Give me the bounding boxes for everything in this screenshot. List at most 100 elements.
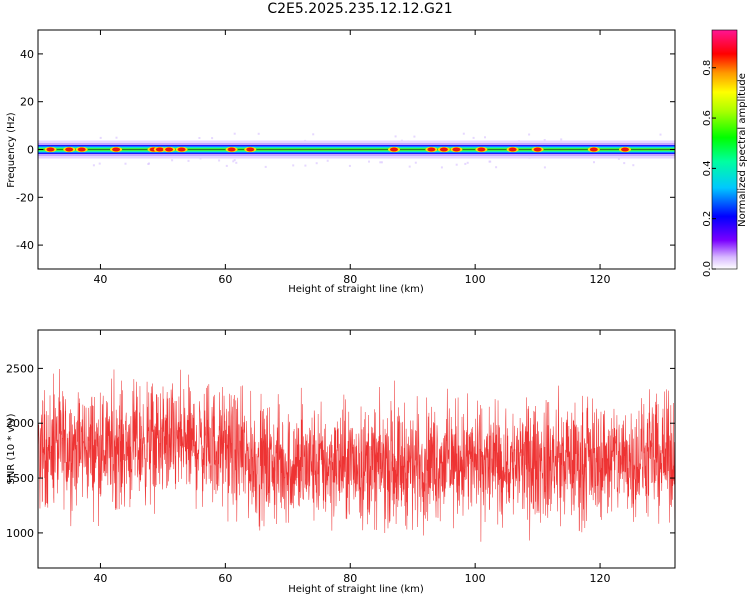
band-peak: [165, 147, 174, 152]
spectrogram-xlabel: Height of straight line (km): [288, 284, 424, 295]
band-peak: [533, 147, 542, 152]
noise-speckle: [379, 161, 382, 164]
noise-speckle: [147, 163, 150, 165]
band-peak: [227, 147, 236, 152]
noise-speckle: [187, 159, 190, 162]
spectrogram-ytick-label: 20: [20, 96, 34, 109]
noise-speckle: [394, 135, 397, 138]
spectrogram-panel: 40 60 80 100 120 40 20 0 -20 -40 Height of straig…: [6, 29, 676, 295]
snr-xtick-label: 100: [465, 572, 486, 585]
noise-speckle: [455, 163, 458, 166]
snr-ytick-label: 1500: [6, 472, 34, 485]
spectrogram-frame: [37, 29, 676, 270]
noise-speckle: [257, 132, 260, 135]
noise-speckle: [528, 133, 531, 136]
noise-speckle: [218, 159, 221, 162]
noise-speckle: [464, 162, 467, 165]
noise-speckle: [326, 159, 329, 162]
colorbar: 0.0 0.2 0.4 0.6 0.8 Normalized spectral ampl…: [702, 29, 748, 277]
colorbar-tick-label: 0.6: [702, 110, 713, 126]
spectrogram-xtick-label: 60: [218, 273, 232, 286]
noise-speckle: [484, 136, 486, 139]
noise-speckle: [489, 160, 492, 163]
band-layer-5: [38, 148, 675, 151]
noise-speckle: [292, 164, 295, 167]
snr-xtick-label: 60: [218, 572, 232, 585]
noise-speckle: [414, 161, 417, 164]
colorbar-tick-label: 0.4: [702, 160, 713, 176]
spectrogram-ylabel: Frequency (Hz): [6, 112, 17, 188]
band-peak: [46, 147, 55, 152]
snr-xlabel: Height of straight line (km): [288, 584, 424, 595]
snr-xtick-label: 120: [590, 572, 611, 585]
noise-speckle: [543, 166, 546, 169]
spectrogram-ytick-label: -40: [16, 239, 34, 252]
noise-speckle: [264, 165, 267, 168]
snr-ylabel: SNR (10 * v/v): [6, 413, 17, 484]
band-peak: [65, 147, 74, 152]
band-peak: [112, 147, 121, 152]
noise-speckle: [304, 164, 307, 167]
noise-speckle: [99, 136, 102, 139]
noise-speckle: [198, 137, 201, 139]
snr-ytick-label: 2500: [6, 362, 34, 375]
colorbar-gradient: [711, 29, 738, 270]
band-peak: [177, 147, 186, 152]
noise-speckle: [92, 164, 95, 167]
band-peak: [589, 147, 598, 152]
band-peak: [439, 147, 448, 152]
noise-speckle: [440, 166, 443, 169]
noise-speckle: [315, 162, 318, 165]
noise-speckle: [115, 136, 118, 139]
band-peak: [477, 147, 486, 152]
band-peak: [77, 147, 86, 152]
noise-speckle: [368, 160, 370, 163]
band-peak: [508, 147, 517, 152]
band-peak: [390, 147, 398, 152]
spectrogram-ytick-label: -20: [16, 191, 34, 204]
noise-speckle: [632, 164, 635, 167]
spectrogram-xtick-label: 120: [590, 273, 611, 286]
snr-xtick-label: 40: [93, 572, 107, 585]
spectrogram-ytick-label: 40: [20, 48, 34, 61]
noise-speckle: [413, 135, 416, 138]
noise-speckle: [623, 162, 626, 165]
noise-speckle: [380, 161, 383, 164]
band-peak: [427, 147, 436, 152]
noise-speckle: [235, 161, 238, 164]
snr-ytick-label: 2000: [6, 417, 34, 430]
spectrogram-xtick-label: 40: [93, 273, 107, 286]
noise-speckle: [659, 133, 662, 136]
band-peak: [246, 147, 255, 152]
colorbar-tick-label: 0.8: [702, 60, 713, 76]
colorbar-tick-label: 0.2: [702, 211, 713, 227]
figure-title: C2E5.2025.235.12.12.G21: [267, 1, 452, 17]
noise-speckle: [593, 161, 595, 164]
noise-speckle: [124, 162, 127, 165]
band-peak: [452, 147, 461, 152]
noise-speckle: [211, 137, 214, 140]
noise-speckle: [408, 165, 411, 168]
noise-speckle: [466, 161, 469, 164]
band-peak: [155, 147, 164, 152]
noise-speckle: [233, 132, 236, 135]
noise-speckle: [560, 138, 563, 141]
noise-speckle: [348, 164, 351, 167]
noise-speckle: [232, 160, 235, 163]
snr-ytick-label: 1000: [6, 527, 34, 540]
colorbar-tick-label: 0.0: [702, 261, 713, 277]
noise-speckle: [225, 164, 228, 167]
spectrogram-xtick-label: 80: [343, 273, 357, 286]
noise-speckle: [617, 157, 620, 160]
snr-frame: [37, 329, 676, 569]
signal-band: [38, 132, 675, 169]
spectrogram-ytick-label: 0: [27, 144, 34, 157]
colorbar-label: Normalized spectral amplitude: [737, 73, 748, 227]
noise-speckle: [495, 166, 498, 169]
noise-speckle: [171, 159, 174, 162]
spectrogram-xtick-label: 100: [465, 273, 486, 286]
noise-speckle: [543, 139, 546, 141]
snr-panel: 40 60 80 100 120 2500 2000 1500 1000 Height of s…: [6, 329, 676, 595]
snr-xtick-label: 80: [343, 572, 357, 585]
noise-speckle: [98, 162, 101, 165]
